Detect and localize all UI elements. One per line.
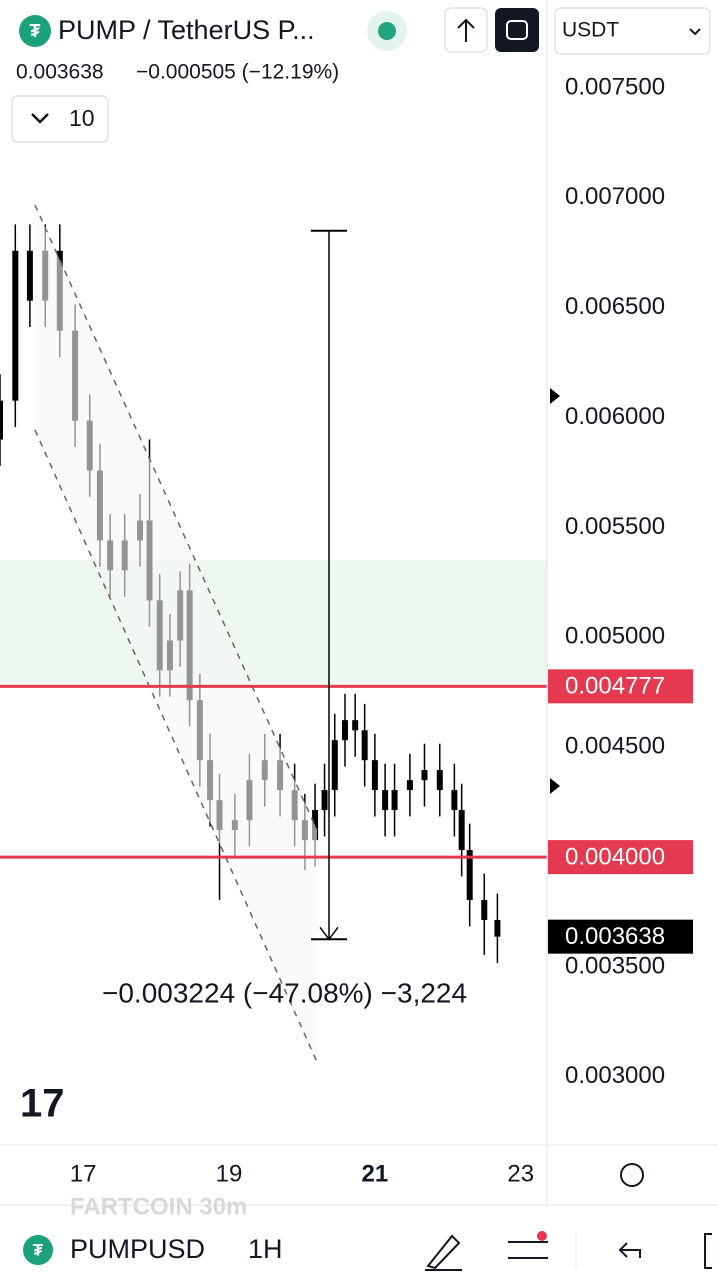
- candle-body: [12, 250, 19, 401]
- channel-fill: [35, 205, 317, 1062]
- candle-body: [436, 770, 443, 791]
- indicators-icon[interactable]: [508, 1241, 548, 1259]
- candle-body: [331, 740, 338, 791]
- last-price: 0.003638: [16, 61, 104, 84]
- undo-icon[interactable]: [618, 1242, 641, 1258]
- chevron: [31, 113, 49, 124]
- candle-body: [421, 770, 428, 781]
- redo-icon[interactable]: [704, 1233, 712, 1269]
- price-label: 0.004777: [565, 673, 665, 700]
- symbol-title[interactable]: PUMP / TetherUS P...: [58, 15, 315, 45]
- currency: USDT: [562, 19, 619, 42]
- candle-body: [0, 400, 3, 440]
- x-tick-label: 21: [362, 1160, 389, 1187]
- candle-body: [352, 720, 359, 731]
- share-icon: [457, 18, 475, 42]
- zone: [0, 560, 547, 687]
- indicator-count: 10: [69, 105, 95, 131]
- candle-body: [341, 720, 348, 741]
- settings-icon[interactable]: [620, 1163, 644, 1187]
- y-tick-label: 0.007000: [565, 183, 665, 210]
- candle-body: [451, 790, 458, 811]
- x-tick-label: 19: [216, 1160, 243, 1187]
- x-tick-label: 23: [507, 1160, 534, 1187]
- price-label-bg: [548, 669, 693, 704]
- candle-body: [321, 790, 328, 811]
- footer-symbol[interactable]: PUMPUSD: [70, 1234, 205, 1264]
- y-tick-label: 0.005000: [565, 623, 665, 650]
- measure-label: −0.003224 (−47.08%) −3,224: [102, 978, 467, 1009]
- draw-icon[interactable]: [425, 1234, 462, 1271]
- channel-line: [34, 429, 318, 1063]
- price-label-bg: [548, 840, 693, 875]
- y-tick-label: 0.003500: [565, 952, 665, 979]
- overlay: −0.003224 (−47.08%) −3,224: [0, 229, 547, 1009]
- candle-body: [382, 790, 389, 811]
- y-tick-label: 0.006000: [565, 403, 665, 430]
- candle-body: [391, 790, 398, 811]
- chevron: [689, 28, 701, 36]
- symbol-logo: [23, 1235, 53, 1265]
- candle-body: [481, 899, 488, 920]
- scroll-arrow[interactable]: [550, 778, 560, 794]
- candle-body: [26, 250, 33, 301]
- scroll-arrow[interactable]: [550, 388, 560, 404]
- y-tick-label: 0.003000: [565, 1062, 665, 1089]
- status-dot: [378, 22, 396, 40]
- ghost-symbol: FARTCOIN 30m: [70, 1193, 247, 1220]
- candle-body: [494, 919, 501, 937]
- candle-body: [312, 810, 319, 841]
- indicator-toggle[interactable]: [11, 95, 109, 143]
- candle-body: [406, 780, 413, 791]
- logo-glyph: ₮: [33, 1240, 44, 1259]
- price-label: 0.004000: [565, 843, 665, 870]
- candle-body: [458, 810, 465, 851]
- footer-interval[interactable]: 1H: [248, 1234, 283, 1264]
- candle-body: [371, 760, 378, 791]
- symbol-logo: [19, 15, 51, 47]
- notification-dot: [537, 1231, 547, 1241]
- y-tick-label: 0.005500: [565, 513, 665, 540]
- fullscreen-icon: [506, 20, 528, 40]
- currency-select[interactable]: [554, 7, 711, 55]
- brand-logo: 17: [20, 1082, 65, 1126]
- candle-body: [466, 850, 473, 900]
- measure-arrow: [319, 926, 339, 941]
- y-tick-label: 0.006500: [565, 293, 665, 320]
- price-change: −0.000505 (−12.19%): [136, 61, 339, 84]
- last-price-bg: [548, 919, 693, 954]
- y-tick-label: 0.007500: [565, 73, 665, 100]
- x-tick-label: 17: [70, 1160, 97, 1187]
- logo-glyph: ₮: [30, 21, 41, 41]
- fullscreen-button[interactable]: [495, 8, 539, 52]
- last-price-label: 0.003638: [565, 923, 665, 950]
- y-tick-label: 0.004500: [565, 733, 665, 760]
- candle-body: [361, 730, 368, 761]
